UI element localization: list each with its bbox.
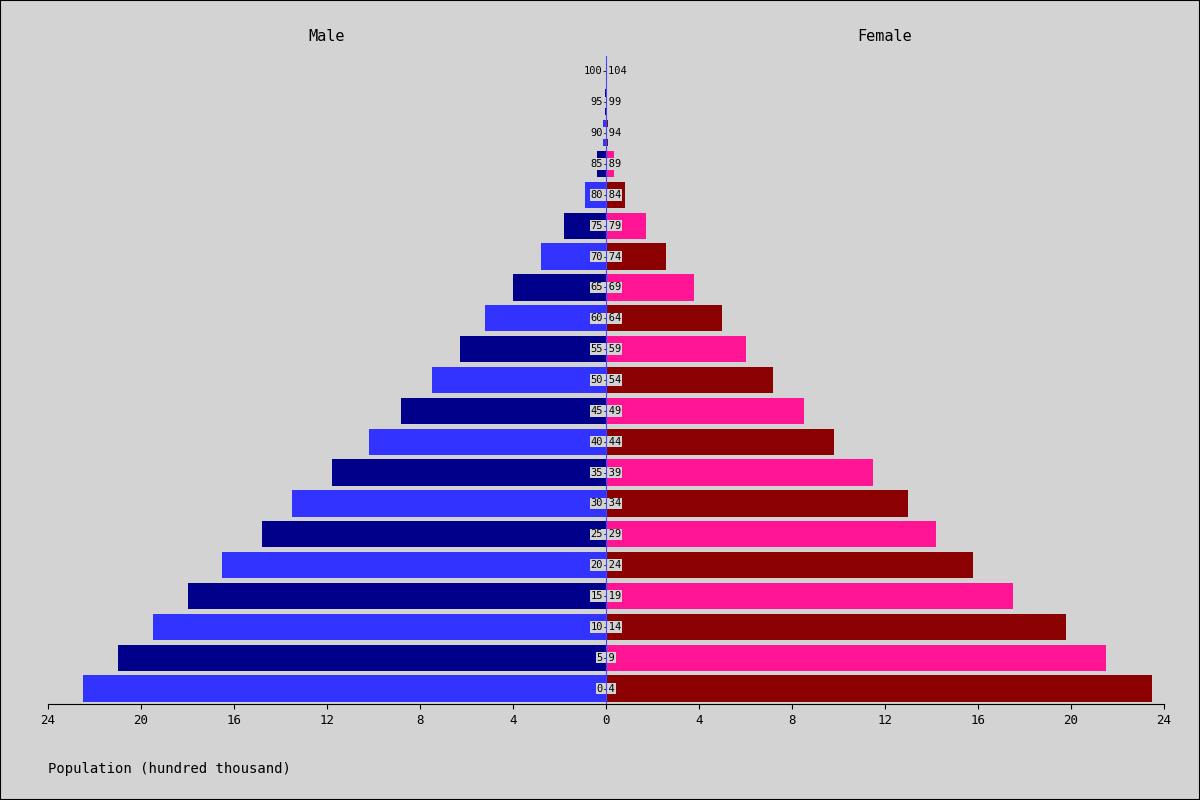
Bar bbox=[541, 243, 606, 270]
Text: 60-64: 60-64 bbox=[590, 314, 622, 323]
Bar bbox=[606, 459, 874, 486]
Bar bbox=[606, 336, 745, 362]
Text: 50-54: 50-54 bbox=[590, 375, 622, 385]
Bar bbox=[606, 583, 1013, 609]
Text: 40-44: 40-44 bbox=[590, 437, 622, 446]
Bar bbox=[262, 521, 606, 547]
Bar bbox=[606, 213, 646, 239]
Bar bbox=[606, 182, 625, 208]
Text: 10-14: 10-14 bbox=[590, 622, 622, 632]
Bar bbox=[331, 459, 606, 486]
Bar bbox=[460, 336, 606, 362]
Bar bbox=[606, 243, 666, 270]
Bar bbox=[222, 552, 606, 578]
Text: 55-59: 55-59 bbox=[590, 344, 622, 354]
Text: Population (hundred thousand): Population (hundred thousand) bbox=[48, 762, 290, 776]
Text: 95-99: 95-99 bbox=[590, 98, 622, 107]
Bar bbox=[606, 151, 614, 177]
Bar bbox=[606, 274, 695, 301]
Text: 90-94: 90-94 bbox=[590, 128, 622, 138]
Bar bbox=[187, 583, 606, 609]
Text: 30-34: 30-34 bbox=[590, 498, 622, 509]
Bar bbox=[432, 367, 606, 393]
Text: 80-84: 80-84 bbox=[590, 190, 622, 200]
Bar bbox=[596, 151, 606, 177]
Bar bbox=[368, 429, 606, 455]
Bar bbox=[606, 614, 1067, 640]
Text: 70-74: 70-74 bbox=[590, 251, 622, 262]
Bar bbox=[606, 645, 1106, 671]
Text: 25-29: 25-29 bbox=[590, 530, 622, 539]
Bar bbox=[606, 490, 908, 517]
Text: 75-79: 75-79 bbox=[590, 221, 622, 230]
Text: 20-24: 20-24 bbox=[590, 560, 622, 570]
Bar bbox=[606, 429, 834, 455]
Text: 45-49: 45-49 bbox=[590, 406, 622, 416]
Bar bbox=[606, 120, 608, 146]
Text: 5-9: 5-9 bbox=[596, 653, 616, 662]
Bar bbox=[606, 367, 774, 393]
Bar bbox=[606, 552, 973, 578]
Bar bbox=[606, 675, 1152, 702]
Text: 15-19: 15-19 bbox=[590, 591, 622, 601]
Text: 65-69: 65-69 bbox=[590, 282, 622, 293]
Bar bbox=[152, 614, 606, 640]
Text: 0-4: 0-4 bbox=[596, 683, 616, 694]
Bar bbox=[83, 675, 606, 702]
Bar bbox=[606, 305, 722, 331]
Bar bbox=[401, 398, 606, 424]
Text: Male: Male bbox=[308, 29, 346, 44]
Text: 100-104: 100-104 bbox=[584, 66, 628, 77]
Bar bbox=[514, 274, 606, 301]
Bar bbox=[485, 305, 606, 331]
Bar bbox=[118, 645, 606, 671]
Text: 35-39: 35-39 bbox=[590, 467, 622, 478]
Bar bbox=[606, 398, 804, 424]
Bar bbox=[564, 213, 606, 239]
Text: Female: Female bbox=[858, 29, 912, 44]
Bar bbox=[606, 521, 936, 547]
Bar bbox=[586, 182, 606, 208]
Text: 85-89: 85-89 bbox=[590, 159, 622, 169]
Bar bbox=[602, 120, 606, 146]
Bar bbox=[292, 490, 606, 517]
